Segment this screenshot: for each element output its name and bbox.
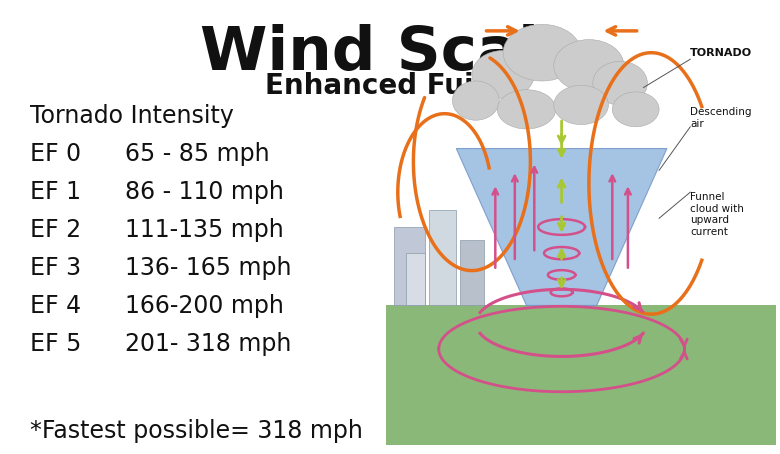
Text: EF 1: EF 1 <box>30 180 81 204</box>
Text: EF 2: EF 2 <box>30 218 81 242</box>
Text: 201- 318 mph: 201- 318 mph <box>125 332 292 356</box>
Bar <box>394 227 425 306</box>
Text: EF 4: EF 4 <box>30 294 81 318</box>
Text: EF 3: EF 3 <box>30 256 81 280</box>
Text: 65 - 85 mph: 65 - 85 mph <box>125 142 270 166</box>
Text: 86 - 110 mph: 86 - 110 mph <box>125 180 284 204</box>
Text: Funnel
cloud with
upward
current: Funnel cloud with upward current <box>690 192 744 237</box>
Text: EF 5: EF 5 <box>30 332 81 356</box>
Text: EF 0: EF 0 <box>30 142 81 166</box>
Polygon shape <box>386 306 776 445</box>
Text: 111-135 mph: 111-135 mph <box>125 218 284 242</box>
Ellipse shape <box>498 90 555 129</box>
Ellipse shape <box>612 92 659 127</box>
Text: *Fastest possible= 318 mph: *Fastest possible= 318 mph <box>30 419 363 443</box>
Ellipse shape <box>452 81 499 120</box>
Bar <box>429 210 456 306</box>
Ellipse shape <box>554 39 624 92</box>
Text: Descending
air: Descending air <box>690 107 752 129</box>
Text: 136- 165 mph: 136- 165 mph <box>125 256 292 280</box>
Ellipse shape <box>593 61 647 105</box>
Ellipse shape <box>472 50 534 99</box>
Text: Enhanced Fujita: Enhanced Fujita <box>265 72 515 100</box>
Text: 166-200 mph: 166-200 mph <box>125 294 284 318</box>
Ellipse shape <box>503 25 581 81</box>
Bar <box>460 240 484 306</box>
Text: Wind Scale: Wind Scale <box>200 24 580 83</box>
Text: Tornado Intensity: Tornado Intensity <box>30 104 234 128</box>
Ellipse shape <box>554 85 608 124</box>
Text: TORNADO: TORNADO <box>690 48 753 58</box>
Bar <box>406 253 425 306</box>
Polygon shape <box>456 148 667 306</box>
